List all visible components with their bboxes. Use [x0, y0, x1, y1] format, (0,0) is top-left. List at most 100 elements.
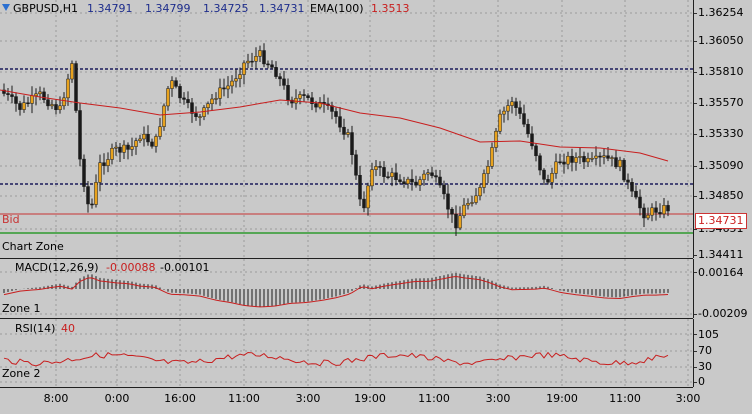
macd-signal-line	[3, 276, 669, 308]
candle-body	[662, 205, 666, 215]
rsi-tick: 70	[698, 344, 712, 357]
candle-body	[110, 147, 114, 160]
candle-body	[426, 172, 430, 175]
candle-body	[278, 76, 282, 80]
candle-body	[30, 95, 34, 104]
candle-body	[558, 161, 562, 164]
candle-body	[606, 155, 610, 159]
macd-label: MACD(12,26,9)	[15, 261, 99, 274]
candle-body	[374, 166, 378, 170]
current-price-label: 1.34731	[695, 213, 747, 229]
candle-body	[242, 62, 246, 75]
candle-body	[290, 99, 294, 104]
time-axis[interactable]: 8:00 0:00 16:00 11:00 3:00 19:00 11:00 3…	[0, 388, 752, 414]
ohlc-low: 1.34725	[203, 2, 249, 15]
candle-body	[178, 86, 182, 99]
time-tick: 11:00	[418, 392, 450, 405]
candle-body	[250, 60, 254, 63]
candle-body	[366, 185, 370, 209]
candle-body	[598, 155, 602, 158]
candle-body	[622, 159, 626, 181]
ema-value: 1.3513	[371, 2, 410, 15]
rsi-label: RSI(14)	[15, 322, 56, 335]
candle-body	[394, 172, 398, 180]
candle-body	[542, 169, 546, 180]
candle-body	[230, 80, 234, 87]
candle-body	[38, 91, 42, 95]
candle-body	[302, 94, 306, 96]
candle-body	[234, 78, 238, 82]
candle-body	[618, 159, 622, 168]
candle-body	[334, 111, 338, 117]
candle-body	[266, 63, 270, 66]
candle-body	[78, 110, 82, 160]
candle-body	[166, 88, 170, 107]
candle-body	[650, 207, 654, 216]
candle-body	[222, 87, 226, 90]
candle-body	[494, 130, 498, 148]
candle-body	[506, 105, 510, 112]
candle-body	[602, 155, 606, 158]
candle-body	[578, 156, 582, 158]
price-scale[interactable]: 1.36254 1.36050 1.35810 1.35570 1.35330 …	[693, 0, 752, 261]
rsi-svg[interactable]	[0, 319, 693, 387]
candle-body	[218, 87, 222, 99]
candle-body	[546, 179, 550, 183]
candle-body	[338, 116, 342, 128]
price-tick: 1.35810	[698, 65, 744, 78]
candle-body	[458, 215, 462, 229]
candle-body	[346, 132, 350, 135]
candle-body	[42, 91, 46, 100]
candle-body	[522, 113, 526, 125]
time-tick: 11:00	[609, 392, 641, 405]
candle-body	[430, 172, 434, 176]
candle-body	[658, 212, 662, 215]
rsi-scale[interactable]: 105 70 30 0	[693, 319, 752, 388]
chart-zone-label: Chart Zone	[2, 240, 64, 253]
time-tick: 16:00	[164, 392, 196, 405]
candle-body	[22, 102, 26, 110]
rsi-value: 40	[61, 322, 75, 335]
price-tick: 1.35570	[698, 96, 744, 109]
time-tick: 3:00	[675, 392, 701, 405]
macd-panel[interactable]: MACD(12,26,9) -0.00088 -0.00101 Zone 1	[0, 259, 693, 319]
price-chart-svg[interactable]	[0, 0, 693, 258]
candle-body	[446, 193, 450, 210]
time-tick: 0:00	[104, 392, 130, 405]
candle-body	[158, 126, 162, 137]
time-tick: 8:00	[43, 392, 69, 405]
price-chart-panel[interactable]: GBPUSD,H1 1.34791 1.34799 1.34725 1.3473…	[0, 0, 693, 259]
candle-body	[538, 155, 542, 171]
symbol-dropdown-icon[interactable]	[2, 4, 10, 11]
candle-body	[286, 85, 290, 101]
time-tick: 11:00	[228, 392, 260, 405]
macd-svg[interactable]	[0, 259, 693, 318]
rsi-panel[interactable]: RSI(14) 40 Zone 2	[0, 319, 693, 388]
price-tick: 1.36254	[698, 6, 744, 19]
candle-body	[614, 157, 618, 168]
ohlc-close: 1.34731	[259, 2, 305, 15]
candle-body	[94, 182, 98, 205]
candle-body	[402, 181, 406, 184]
candle-body	[202, 107, 206, 117]
candle-body	[638, 196, 642, 209]
candle-body	[46, 99, 50, 107]
candle-body	[646, 214, 650, 219]
candle-body	[490, 147, 494, 167]
candle-body	[390, 172, 394, 177]
candle-body	[270, 64, 274, 68]
candle-body	[654, 207, 658, 213]
candle-body	[502, 110, 506, 115]
candle-body	[238, 74, 242, 79]
candle-body	[174, 80, 178, 87]
candle-body	[214, 98, 218, 100]
candle-body	[454, 213, 458, 229]
rsi-tick: 30	[698, 360, 712, 373]
candle-body	[350, 132, 354, 155]
candle-body	[90, 203, 94, 206]
macd-tick: -0.00209	[698, 307, 748, 320]
candle-body	[418, 179, 422, 186]
macd-scale[interactable]: 0.00164 -0.00209	[693, 259, 752, 320]
candle-body	[358, 175, 362, 200]
candle-body	[170, 80, 174, 89]
